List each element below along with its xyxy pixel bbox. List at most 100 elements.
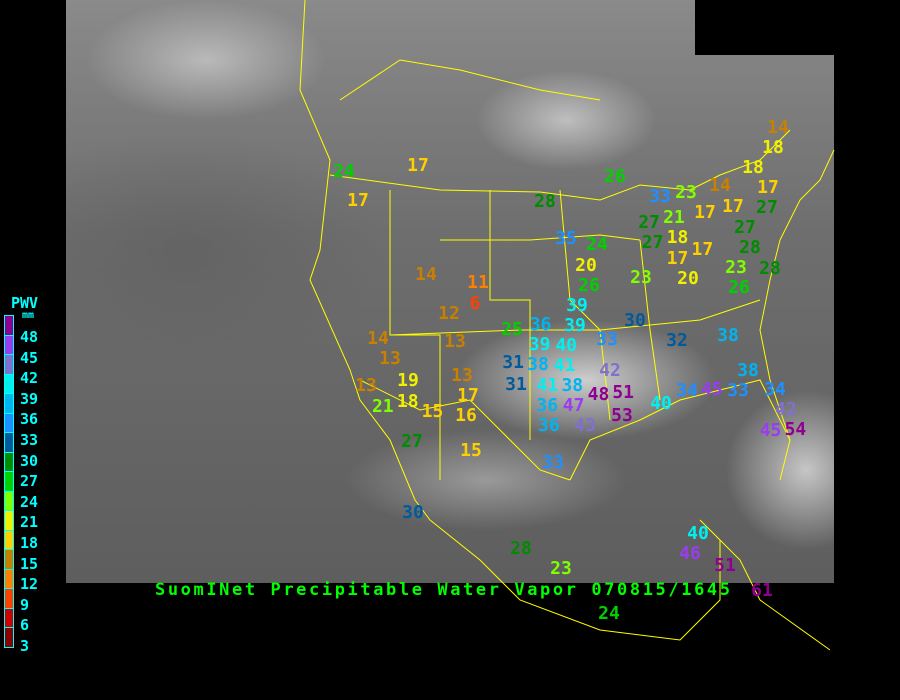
pwv-station-value: 23 <box>675 182 697 203</box>
pwv-station-value: 27 <box>756 197 778 219</box>
pwv-station-value: 48 <box>587 384 610 405</box>
legend-label: 18 <box>20 534 39 552</box>
pwv-station-value: 18 <box>762 136 784 158</box>
state-line <box>489 190 531 440</box>
pwv-station-value: 15 <box>421 401 444 422</box>
legend-label: 42 <box>20 369 39 388</box>
pwv-station-value: 17 <box>691 239 714 260</box>
pwv-station-value: 20 <box>677 267 699 289</box>
pwv-station-value: 21 <box>663 206 685 228</box>
us-canada-border <box>329 129 791 201</box>
pwv-station-value: 27 <box>401 431 423 452</box>
state-line <box>389 190 441 480</box>
us-mexico-border <box>359 379 571 481</box>
pwv-station-value: 17 <box>666 247 689 269</box>
legend-swatch <box>4 628 14 648</box>
state-line <box>339 59 601 101</box>
pwv-station-value: 33 <box>727 380 749 402</box>
pwv-station-value: 17 <box>757 176 779 198</box>
legend-unit: mm <box>22 310 35 321</box>
pwv-station-value: 33 <box>649 186 671 208</box>
pwv-station-value: 18 <box>742 156 764 178</box>
pwv-station-value: 21 <box>371 396 394 417</box>
pwv-station-value: 23 <box>725 257 747 279</box>
legend-label: 15 <box>20 554 39 573</box>
legend-label: 24 <box>20 492 39 511</box>
pwv-station-value: 17 <box>694 202 716 223</box>
legend-label: 21 <box>20 513 39 532</box>
state-line <box>639 239 661 401</box>
pwv-station-value: 36 <box>538 415 560 437</box>
pwv-station-value: 51 <box>714 555 736 576</box>
pwv-station-value: 26 <box>604 166 626 187</box>
pwv-station-value: 38 <box>527 353 549 375</box>
pwv-station-value: 13 <box>444 331 466 352</box>
pwv-station-value: 51 <box>612 382 635 403</box>
mexico-coast <box>429 519 831 651</box>
pwv-station-value: 17 <box>722 195 744 217</box>
pwv-station-value: 18 <box>396 390 419 412</box>
pwv-station-value: 31 <box>502 352 524 373</box>
pwv-station-value: 14 <box>767 116 789 138</box>
pwv-station-value: 32 <box>666 330 688 351</box>
pwv-station-value: 41 <box>536 374 559 396</box>
legend-swatch <box>4 608 14 628</box>
legend-swatch <box>4 491 14 511</box>
pwv-station-value: 17 <box>347 190 369 211</box>
legend-label: 12 <box>20 575 39 594</box>
pwv-station-value: 38 <box>717 325 739 346</box>
pwv-station-value: 24 <box>598 603 620 624</box>
pwv-station-value: 36 <box>536 395 559 417</box>
pwv-station-value: 12 <box>438 303 460 324</box>
legend-swatch <box>4 569 14 589</box>
pwv-station-value: 17 <box>407 155 429 176</box>
pwv-station-value: 47 <box>562 394 585 416</box>
legend-label: 45 <box>20 348 39 367</box>
pwv-station-value: 43 <box>574 414 596 436</box>
pwv-station-value: 46 <box>679 543 701 565</box>
pwv-station-value: 40 <box>555 334 577 356</box>
pwv-station-value: 13 <box>379 348 401 370</box>
pwv-station-value: 53 <box>611 405 633 426</box>
pwv-station-value: 35 <box>555 228 577 249</box>
no-data-area <box>695 0 834 55</box>
pwv-station-value: 26 <box>728 277 750 299</box>
legend-swatch <box>4 413 14 433</box>
pwv-station-value: 15 <box>460 440 482 461</box>
pwv-station-value: 34 <box>676 380 698 401</box>
legend-label: 30 <box>20 451 39 470</box>
legend-label: 33 <box>20 431 39 449</box>
pwv-station-value: 19 <box>397 370 419 392</box>
state-line <box>559 189 611 421</box>
pwv-station-value: 30 <box>624 310 646 331</box>
legend-swatch <box>4 394 14 414</box>
pwv-station-value: 45 <box>759 419 782 441</box>
pwv-station-value: 39 <box>566 294 588 316</box>
gulf-coast <box>569 379 791 481</box>
legend-swatch <box>4 433 14 453</box>
legend-swatch <box>4 374 14 394</box>
pwv-station-value: 27 <box>638 212 660 234</box>
pwv-station-value: 31 <box>505 374 527 396</box>
pwv-station-value: 23 <box>550 557 572 579</box>
pwv-station-value: 33 <box>542 452 564 473</box>
pwv-station-value: 18 <box>666 226 689 248</box>
pwv-station-value: 14 <box>709 175 731 197</box>
pwv-station-value: 27 <box>641 232 664 254</box>
pwv-station-value: 39 <box>528 333 551 355</box>
pwv-station-value: 28 <box>739 237 761 259</box>
legend-label: 39 <box>20 389 39 408</box>
legend-title: PWV <box>11 294 39 312</box>
legend-swatch <box>4 452 14 472</box>
legend-label: 9 <box>20 595 30 614</box>
pwv-station-value: 40 <box>650 393 672 414</box>
pwv-station-value: 13 <box>355 375 377 396</box>
pwv-station-value: 34 <box>764 379 786 401</box>
legend-label: 48 <box>20 328 39 346</box>
pwv-station-value: 38 <box>737 359 759 381</box>
satellite-map <box>66 0 834 583</box>
legend-swatch <box>4 335 14 355</box>
pwv-station-value: 6 <box>469 292 481 314</box>
pwv-color-legend: 48 45 42 39 36 33 30 27 24 21 18 15 12 9 6 3 <box>4 315 38 655</box>
legend-swatch <box>4 511 14 531</box>
